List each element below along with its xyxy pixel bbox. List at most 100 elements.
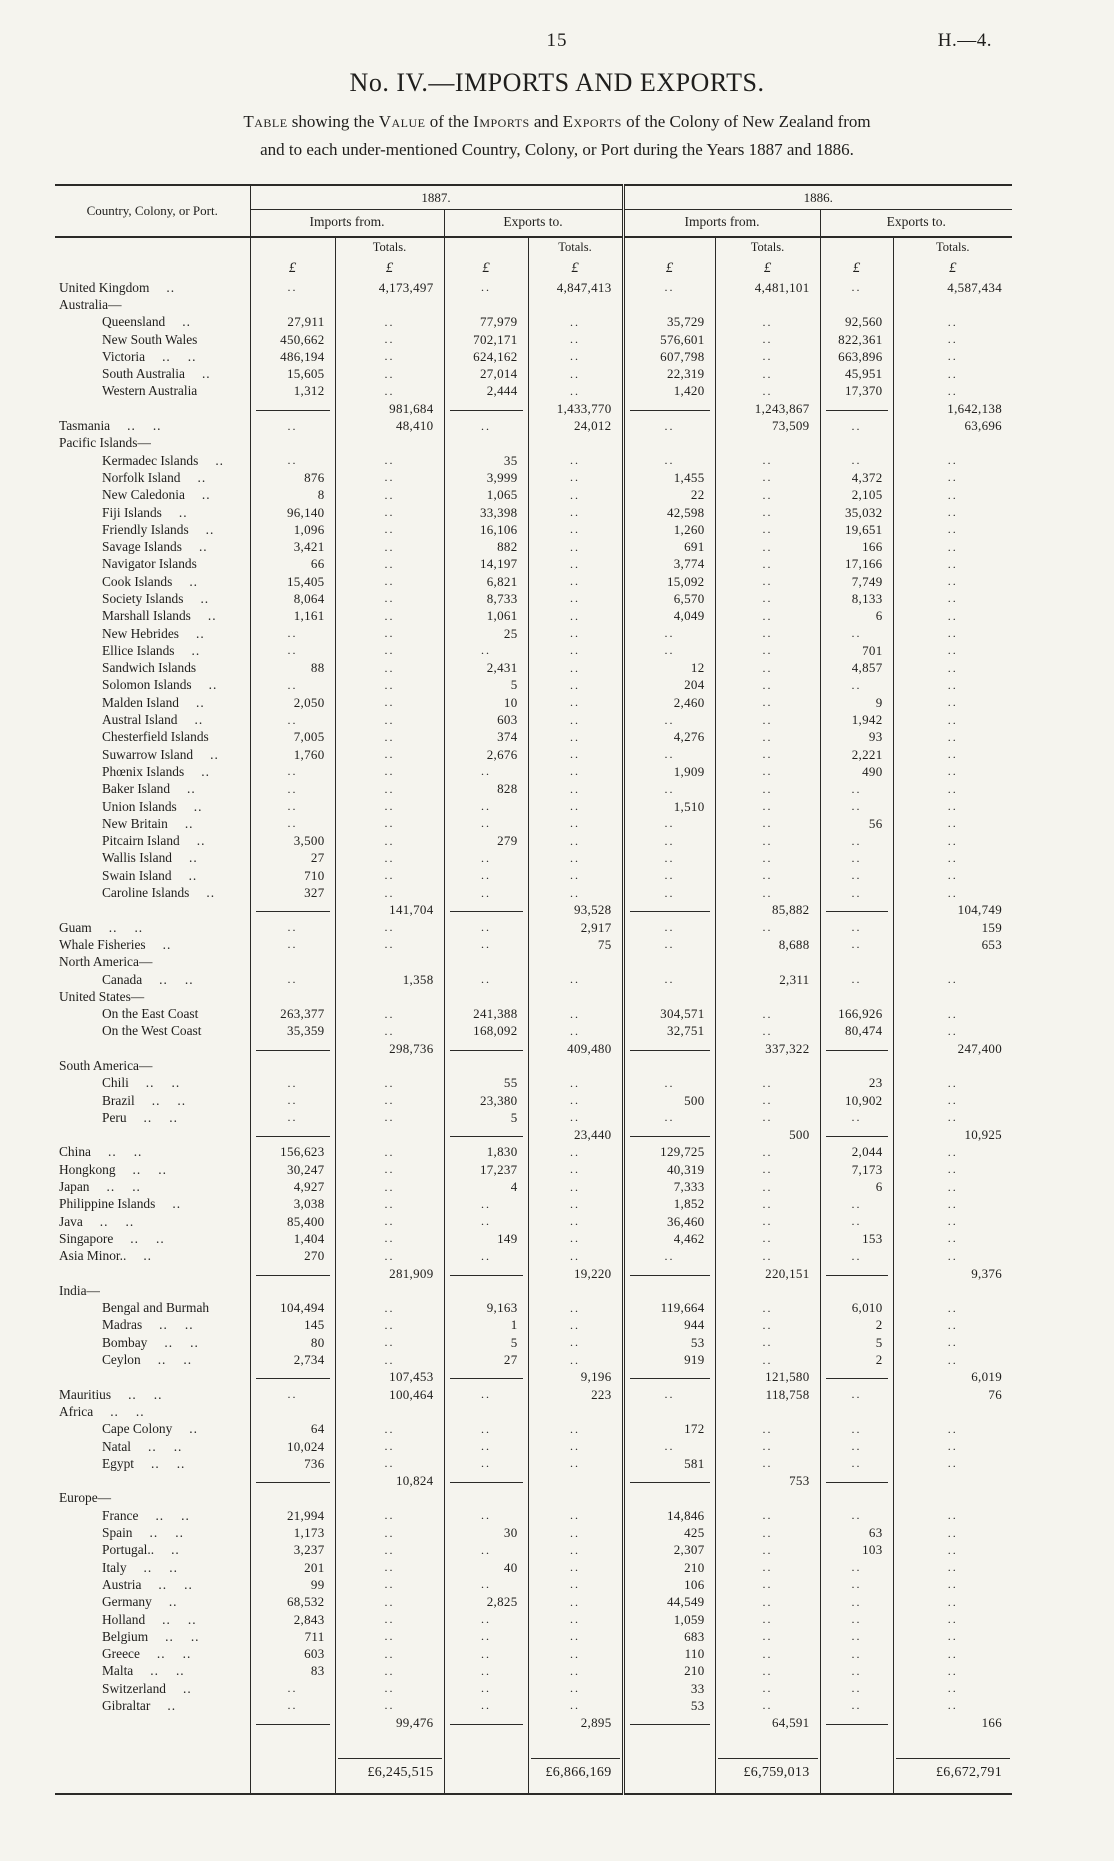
blank-entry-dots: ..: [335, 1178, 445, 1196]
value-cell: 8: [250, 486, 336, 504]
value-cell: [528, 1057, 625, 1075]
blank-entry-dots: ..: [335, 573, 445, 591]
table-row: Ellice Islands.............. 701..: [55, 642, 1012, 660]
rule-line: [449, 1049, 523, 1051]
value-cell: [623, 1057, 716, 1075]
row-label: Natal....: [55, 1437, 251, 1456]
value-cell: 304,571: [623, 1005, 716, 1023]
value-cell: 2,825: [444, 1593, 529, 1611]
blank-entry-dots: ..: [715, 1316, 821, 1335]
blank-entry-dots: ..: [444, 970, 529, 989]
subtotal-cell: 99,476: [335, 1714, 445, 1732]
value-cell: 149: [444, 1230, 529, 1248]
row-label: Africa....: [55, 1403, 251, 1421]
blank-entry-dots: ..: [947, 747, 958, 762]
value-cell: 3,500: [250, 832, 336, 850]
blank-entry-dots: ..: [528, 1022, 625, 1041]
subtotal-cell: 107,453: [335, 1368, 445, 1386]
table-row: Java.... 85,400...... 36,460......: [55, 1213, 1012, 1231]
dot-leader: ..: [152, 418, 162, 434]
value-cell: 17,237: [444, 1161, 529, 1179]
row-label: Holland....: [55, 1610, 251, 1629]
blank-entry-dots: ..: [444, 279, 529, 297]
row-label: Greece....: [55, 1645, 251, 1663]
blank-entry-dots: ..: [444, 763, 529, 781]
dot-leader: ..: [171, 1542, 180, 1558]
row-label: Philippine Islands..: [55, 1195, 251, 1214]
value-cell: 1: [444, 1316, 529, 1335]
blank-entry-dots: ..: [335, 832, 445, 850]
blank-entry-dots: ..: [947, 1439, 958, 1454]
table-row: China.... 156,623.. 1,830.. 129,725.. 2,044.…: [55, 1143, 1012, 1162]
pound-sign: £: [528, 257, 625, 279]
dot-leader: ..: [106, 1179, 116, 1195]
blank-entry-dots: ..: [947, 712, 958, 727]
table-row: Brazil........ 23,380.. 500.. 10,902..: [55, 1091, 1012, 1110]
blank-entry-dots: ..: [947, 332, 958, 347]
value-cell: 201: [250, 1558, 336, 1577]
table-row: Ceylon.... 2,734.. 27.. 919.. 2..: [55, 1351, 1012, 1369]
table-row: Union Islands.......... 1,510......: [55, 797, 1012, 816]
dot-leader: ..: [143, 1559, 153, 1575]
blank-entry-dots: ..: [528, 1161, 625, 1179]
pound-sign: £: [335, 257, 445, 279]
value-cell: [444, 1403, 529, 1421]
pound-sign: £: [444, 257, 529, 279]
row-label: United States—: [55, 988, 251, 1006]
document-reference: H.—4.: [937, 30, 992, 51]
blank-entry-dots: ..: [820, 1593, 894, 1611]
blank-entry-dots: ..: [528, 521, 625, 539]
value-cell: [820, 988, 894, 1006]
subtotal-rule: [820, 1126, 894, 1144]
row-label: [55, 1264, 251, 1283]
row-label: Navigator Islands: [55, 555, 251, 574]
rule-line: [629, 1378, 710, 1380]
dot-leader: ..: [201, 366, 211, 382]
table-row: Cape Colony.. 64...... 172......: [55, 1420, 1012, 1438]
pound-sign: £: [250, 257, 336, 279]
blank-entry-dots: ..: [528, 382, 625, 401]
value-cell: [335, 953, 445, 971]
table-row: Austria.... 99...... 106......: [55, 1576, 1012, 1594]
blank-entry-dots: ..: [715, 1091, 821, 1110]
value-cell: 88: [250, 659, 336, 677]
blank-entry-dots: ..: [623, 624, 716, 643]
blank-entry-dots: ..: [528, 1213, 625, 1231]
value-cell: 3,999: [444, 469, 529, 487]
value-cell: 4: [444, 1178, 529, 1196]
value-cell: 5: [444, 1334, 529, 1352]
value-cell: 27,911: [250, 313, 336, 331]
value-cell: 603: [250, 1645, 336, 1663]
subtotal-cell: 9,376: [971, 1265, 1002, 1281]
value-cell: 24,012: [528, 417, 625, 435]
blank-entry-dots: ..: [444, 1437, 529, 1456]
value-cell: [250, 1403, 336, 1421]
table-row: £6,245,515 £6,866,169 £6,759,013 £6,672,791: [55, 1731, 1012, 1794]
blank-entry-dots: ..: [335, 1005, 445, 1023]
blank-entry-dots: ..: [623, 711, 716, 729]
blank-entry-dots: ..: [623, 642, 716, 660]
blank-entry-dots: ..: [715, 1334, 821, 1352]
blank-entry-dots: ..: [715, 815, 821, 833]
value-cell: 27: [444, 1351, 529, 1369]
blank-entry-dots: ..: [820, 279, 894, 297]
value-cell: 5: [820, 1334, 894, 1352]
row-label: [55, 237, 251, 257]
grand-total-amount: £6,866,169: [530, 1757, 620, 1781]
dot-leader: ..: [172, 1196, 182, 1212]
value-cell: [335, 1282, 445, 1300]
value-cell: 8,133: [820, 590, 894, 608]
value-cell: 27: [250, 849, 336, 868]
dot-leader: ..: [175, 1525, 184, 1541]
value-cell: [893, 435, 1012, 452]
blank-entry-dots: ..: [820, 417, 894, 435]
dot-leader: ..: [182, 314, 191, 330]
row-label: Chili....: [55, 1074, 251, 1092]
blank-entry-dots: ..: [715, 555, 821, 574]
row-label: [55, 1731, 251, 1794]
value-cell: 624,162: [444, 348, 529, 366]
table-row: Savage Islands.. 3,421.. 882.. 691.. 166..: [55, 538, 1012, 556]
rule-line: [825, 1136, 888, 1138]
value-cell: 241,388: [444, 1005, 529, 1023]
rule-line: [629, 1136, 710, 1138]
